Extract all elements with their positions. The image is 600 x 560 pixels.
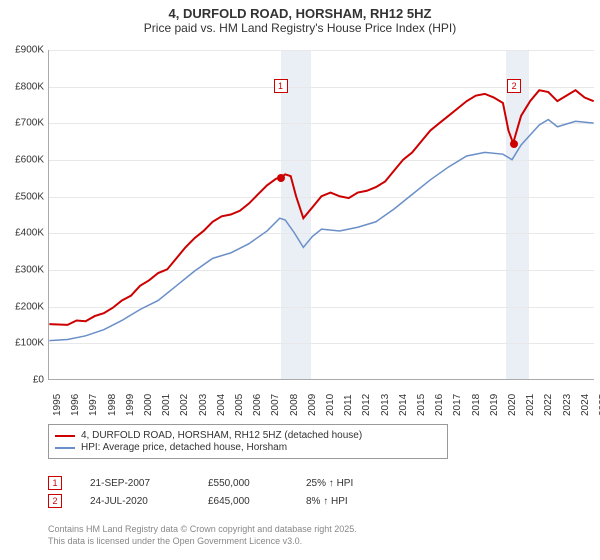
x-axis-label: 2003 [198,386,209,416]
x-axis-label: 1998 [107,386,118,416]
chart-container: { "title": { "line1": "4, DURFOLD ROAD, … [0,0,600,560]
footer-line-1: Contains HM Land Registry data © Crown c… [48,524,357,536]
plot-area: 12 [48,50,594,380]
legend-swatch [55,447,75,449]
x-axis-label: 2006 [252,386,263,416]
y-axis-label: £0 [0,375,44,386]
x-axis-label: 1995 [52,386,63,416]
sales-row: 2 24-JUL-2020 £645,000 8% ↑ HPI [48,494,353,508]
x-axis-label: 2005 [234,386,245,416]
chart-subtitle: Price paid vs. HM Land Registry's House … [0,21,600,35]
sales-row-delta: 8% ↑ HPI [306,496,348,507]
footer-line-2: This data is licensed under the Open Gov… [48,536,357,548]
legend-row: HPI: Average price, detached house, Hors… [55,442,441,453]
sales-row-price: £645,000 [208,496,278,507]
x-axis-label: 2020 [507,386,518,416]
x-axis-label: 2004 [216,386,227,416]
y-axis-label: £800K [0,81,44,92]
legend-swatch [55,435,75,437]
sales-row-delta: 25% ↑ HPI [306,478,353,489]
legend-row: 4, DURFOLD ROAD, HORSHAM, RH12 5HZ (deta… [55,430,441,441]
x-axis-label: 2022 [543,386,554,416]
sale-point-1 [277,174,285,182]
y-axis-label: £200K [0,301,44,312]
x-axis-label: 2002 [179,386,190,416]
sales-row: 1 21-SEP-2007 £550,000 25% ↑ HPI [48,476,353,490]
y-axis-label: £400K [0,228,44,239]
x-axis-label: 2016 [434,386,445,416]
x-axis-label: 2014 [398,386,409,416]
x-axis-label: 2017 [452,386,463,416]
sales-row-marker: 2 [48,494,62,508]
y-axis-label: £900K [0,45,44,56]
chart-title-block: 4, DURFOLD ROAD, HORSHAM, RH12 5HZ Price… [0,0,600,39]
series-hpi [49,119,593,340]
y-axis-label: £300K [0,265,44,276]
series-price_paid [49,90,593,325]
x-axis-label: 1996 [70,386,81,416]
chart-svg [49,50,594,379]
y-axis-label: £600K [0,155,44,166]
x-axis-label: 2012 [361,386,372,416]
x-axis-label: 2023 [562,386,573,416]
sale-point-2 [510,140,518,148]
y-axis-label: £700K [0,118,44,129]
x-axis-label: 2008 [289,386,300,416]
x-axis-label: 2015 [416,386,427,416]
legend-label: 4, DURFOLD ROAD, HORSHAM, RH12 5HZ (deta… [81,430,362,441]
x-axis-label: 2024 [580,386,591,416]
x-axis-label: 2010 [325,386,336,416]
x-axis-label: 2021 [525,386,536,416]
y-axis-label: £100K [0,338,44,349]
x-axis-label: 2019 [489,386,500,416]
legend-box: 4, DURFOLD ROAD, HORSHAM, RH12 5HZ (deta… [48,424,448,459]
x-axis-label: 1997 [88,386,99,416]
sales-row-marker: 1 [48,476,62,490]
x-axis-label: 2009 [307,386,318,416]
x-axis-label: 2007 [270,386,281,416]
x-axis-label: 2013 [380,386,391,416]
sales-row-date: 21-SEP-2007 [90,478,180,489]
legend-label: HPI: Average price, detached house, Hors… [81,442,287,453]
sales-table: 1 21-SEP-2007 £550,000 25% ↑ HPI 2 24-JUL-202… [48,472,353,512]
sale-marker-1: 1 [274,79,288,93]
sales-row-price: £550,000 [208,478,278,489]
sales-row-date: 24-JUL-2020 [90,496,180,507]
sale-marker-2: 2 [507,79,521,93]
x-axis-label: 1999 [125,386,136,416]
x-axis-label: 2011 [343,386,354,416]
y-axis-label: £500K [0,191,44,202]
chart-title: 4, DURFOLD ROAD, HORSHAM, RH12 5HZ [0,6,600,21]
x-axis-label: 2018 [471,386,482,416]
x-axis-label: 2001 [161,386,172,416]
x-axis-label: 2000 [143,386,154,416]
footer-attribution: Contains HM Land Registry data © Crown c… [48,524,357,547]
